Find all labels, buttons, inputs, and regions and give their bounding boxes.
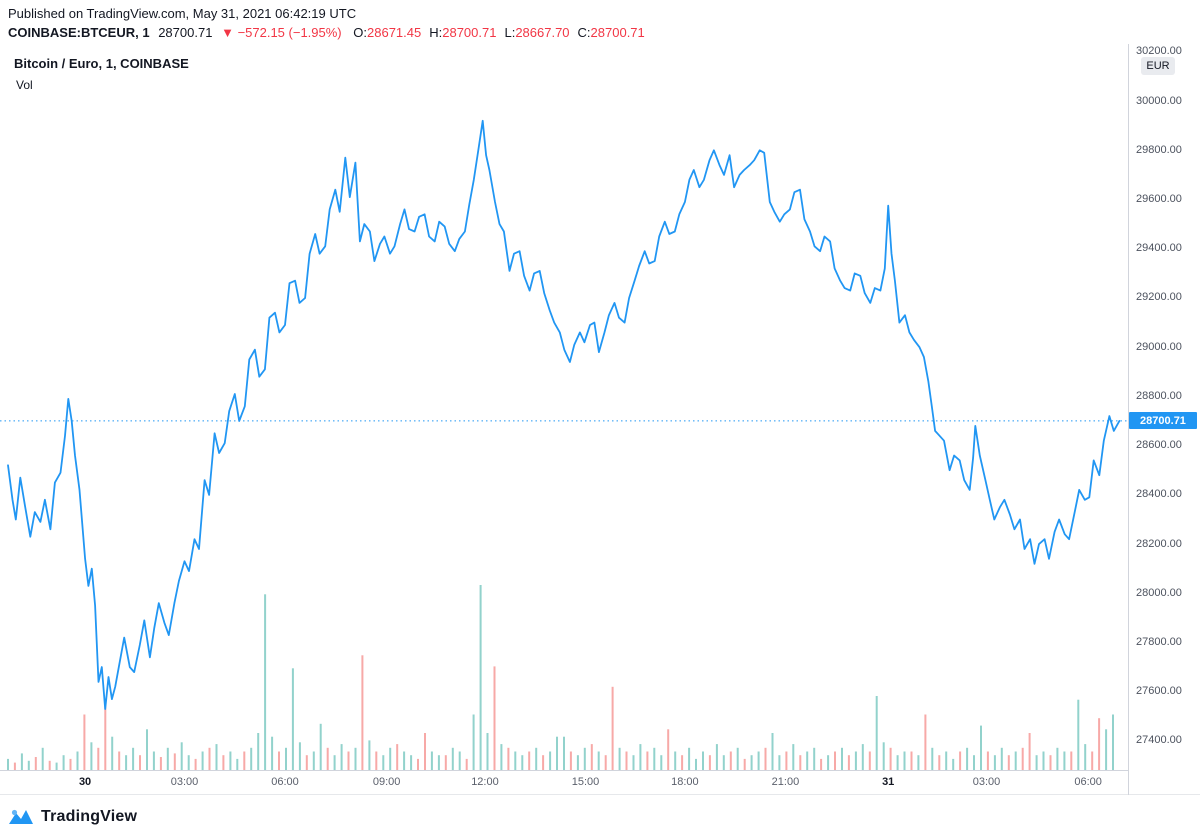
price-axis-tick: 28200.00 — [1136, 537, 1182, 550]
ohlc-label: O: — [353, 25, 367, 40]
ohlc-pair: O:28671.45 — [353, 25, 421, 40]
currency-badge: EUR — [1141, 57, 1175, 75]
price-line-series — [7, 119, 1121, 710]
ohlc-value: 28667.70 — [515, 25, 570, 40]
time-axis-label: 21:00 — [771, 776, 800, 788]
price-axis-tick: 27400.00 — [1136, 734, 1182, 747]
price-axis-tick: 28000.00 — [1136, 586, 1182, 599]
quote-line: COINBASE:BTCEUR, 1 28700.71 ▼ −572.15 (−… — [8, 25, 645, 40]
symbol-label: COINBASE:BTCEUR, 1 — [8, 25, 150, 40]
tradingview-logo-icon — [8, 808, 34, 826]
ohlc-value: 28700.71 — [442, 25, 497, 40]
price-axis: EUR 28700.71 30200.00 30000.00 29800.00 296… — [1128, 44, 1200, 795]
time-axis-label: 31 — [882, 776, 895, 788]
time-axis-label: 06:00 — [271, 776, 299, 788]
volume-indicator-label: Vol — [16, 78, 33, 92]
ohlc-label: H: — [429, 25, 443, 40]
time-axis-label: 09:00 — [372, 776, 401, 788]
time-axis-label: 15:00 — [571, 776, 600, 788]
chart-title: Bitcoin / Euro, 1, COINBASE — [14, 56, 189, 71]
time-axis-label: 30 — [78, 776, 92, 788]
price-axis-tick: 29000.00 — [1136, 340, 1182, 353]
published-line: Published on TradingView.com, May 31, 20… — [8, 6, 357, 21]
ohlc-label: L: — [504, 25, 516, 40]
price-axis-tick: 30200.00 — [1136, 45, 1182, 58]
ohlc-value: 28671.45 — [367, 25, 422, 40]
time-axis-label: 03:00 — [170, 776, 199, 788]
time-axis: 30 03:00 06:00 09:00 12:00 15:00 18:00 21:00 31 0… — [0, 770, 1128, 795]
time-axis-label: 12:00 — [471, 776, 499, 788]
last-price-text: 28700.71 — [158, 25, 213, 40]
price-axis-tick: 29200.00 — [1136, 291, 1182, 304]
price-axis-tick: 27800.00 — [1136, 636, 1182, 649]
tradingview-wordmark: TradingView — [41, 808, 138, 825]
volume-bars — [7, 585, 1114, 770]
ohlc-label: C: — [577, 25, 591, 40]
ohlc-pair: H:28700.71 — [429, 25, 496, 40]
change-text: −572.15 (−1.95%) — [237, 25, 342, 40]
ohlc-value: 28700.71 — [590, 25, 645, 40]
price-axis-tick: 29400.00 — [1136, 242, 1182, 255]
tradingview-brand[interactable]: TradingView — [8, 802, 137, 832]
last-price-tag: 28700.71 — [1129, 412, 1197, 430]
price-axis-tick: 28600.00 — [1136, 439, 1182, 452]
price-axis-tick: 29600.00 — [1136, 193, 1182, 206]
chart-container: Bitcoin / Euro, 1, COINBASE Vol 30 03:00 0… — [0, 44, 1200, 795]
time-axis-label: 18:00 — [671, 776, 699, 788]
price-volume-svg — [0, 119, 1128, 770]
price-axis-tick: 27600.00 — [1136, 685, 1182, 698]
ohlc-pair: L:28667.70 — [504, 25, 569, 40]
time-axis-label: 06:00 — [1074, 776, 1102, 788]
price-axis-tick: 28800.00 — [1136, 389, 1182, 402]
ohlc-pair: C:28700.71 — [578, 25, 645, 40]
time-axis-label: 03:00 — [972, 776, 1001, 788]
price-axis-tick: 30000.00 — [1136, 94, 1182, 107]
chart-plot: Bitcoin / Euro, 1, COINBASE Vol — [0, 44, 1128, 770]
price-axis-tick: 29800.00 — [1136, 143, 1182, 156]
change-direction-icon: ▼ — [221, 25, 234, 40]
price-axis-tick: 28400.00 — [1136, 488, 1182, 501]
ohlc-values: O:28671.45 H:28700.71 L:28667.70 C:28700.71 — [345, 25, 645, 40]
